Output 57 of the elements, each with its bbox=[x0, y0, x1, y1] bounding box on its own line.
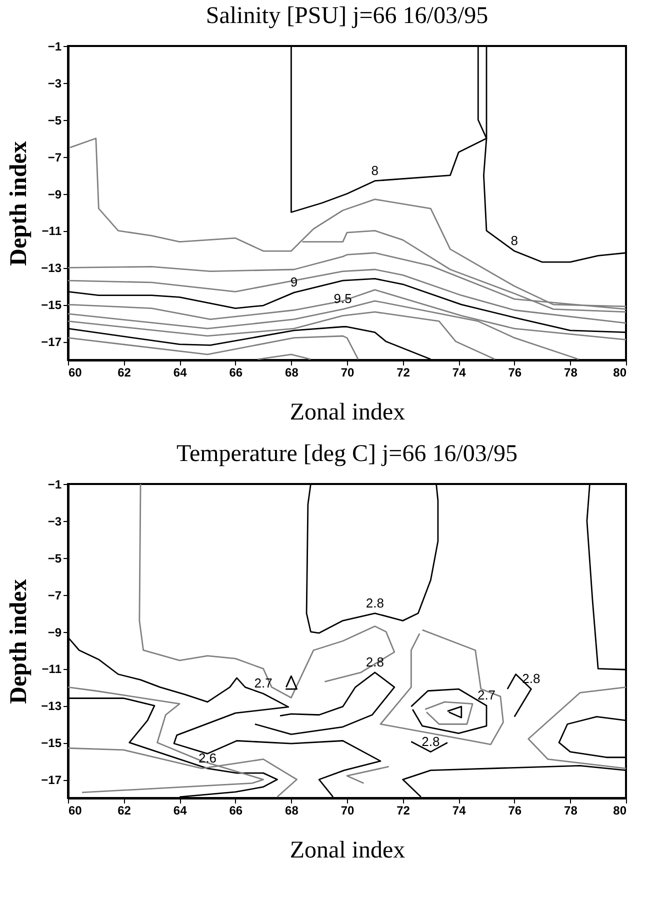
x-tick-label: 60 bbox=[68, 804, 82, 818]
chart-title: Temperature [deg C] j=66 16/03/95 bbox=[176, 441, 518, 467]
y-tick-label: −9 bbox=[48, 625, 62, 640]
y-tick-label: −7 bbox=[48, 588, 62, 602]
y-tick-label: −15 bbox=[41, 298, 62, 312]
x-tick-label: 80 bbox=[613, 804, 627, 818]
x-tick-label: 72 bbox=[396, 366, 410, 380]
y-tick-label: −13 bbox=[41, 699, 62, 714]
series-label: 9.5 bbox=[334, 291, 352, 306]
x-tick-label: 62 bbox=[118, 804, 132, 818]
x-tick-label: 80 bbox=[613, 366, 627, 380]
series-label: 9 bbox=[290, 274, 298, 290]
y-tick-label: −5 bbox=[48, 551, 62, 566]
x-tick-label: 76 bbox=[508, 804, 522, 818]
x-tick-label: 70 bbox=[340, 366, 354, 380]
y-tick-label: −3 bbox=[48, 76, 62, 90]
x-tick-label: 62 bbox=[118, 366, 132, 380]
series-label: 8 bbox=[371, 162, 379, 178]
x-tick-label: 78 bbox=[564, 366, 578, 380]
y-tick-label: −7 bbox=[48, 150, 62, 164]
chart-title: Salinity [PSU] j=66 16/03/95 bbox=[206, 3, 488, 29]
series-label: 2.7 bbox=[254, 676, 272, 691]
x-tick-label: 78 bbox=[564, 804, 578, 818]
y-tick-label: −13 bbox=[41, 261, 62, 276]
series-label: 2.6 bbox=[198, 750, 217, 766]
y-tick-label: −9 bbox=[48, 187, 62, 202]
x-tick-label: 70 bbox=[340, 804, 354, 818]
x-tick-label: 64 bbox=[173, 804, 188, 818]
x-axis-title: Zonal index bbox=[290, 838, 406, 864]
y-tick-label: −5 bbox=[48, 113, 62, 128]
y-axis-title: Depth index bbox=[6, 141, 32, 266]
x-tick-label: 66 bbox=[229, 804, 243, 818]
series-label: 2.8 bbox=[366, 595, 384, 610]
x-axis-title: Zonal index bbox=[290, 400, 406, 426]
series-label: 2.7 bbox=[477, 688, 496, 703]
x-tick-label: 68 bbox=[285, 366, 299, 380]
x-tick-label: 74 bbox=[452, 804, 466, 818]
x-tick-label: 64 bbox=[173, 366, 188, 380]
series-label: 2.8 bbox=[422, 734, 440, 749]
y-tick-label: −17 bbox=[41, 773, 62, 788]
y-axis-title: Depth index bbox=[6, 579, 32, 704]
y-tick-label: −11 bbox=[42, 662, 62, 676]
y-tick-label: −1 bbox=[48, 478, 62, 492]
x-tick-label: 74 bbox=[452, 366, 466, 380]
series-label: 2.8 bbox=[366, 654, 384, 670]
x-tick-label: 76 bbox=[508, 366, 522, 380]
x-tick-label: 60 bbox=[68, 366, 82, 380]
y-tick-label: −17 bbox=[41, 335, 62, 350]
y-tick-label: −3 bbox=[48, 514, 62, 528]
y-tick-label: −1 bbox=[48, 40, 62, 54]
y-tick-label: −15 bbox=[41, 736, 62, 750]
x-tick-label: 72 bbox=[396, 804, 410, 818]
y-tick-label: −11 bbox=[42, 224, 62, 238]
series-label: 2.8 bbox=[522, 671, 540, 686]
series-label: 8 bbox=[510, 233, 518, 248]
x-tick-label: 66 bbox=[229, 366, 243, 380]
x-tick-label: 68 bbox=[285, 804, 299, 818]
